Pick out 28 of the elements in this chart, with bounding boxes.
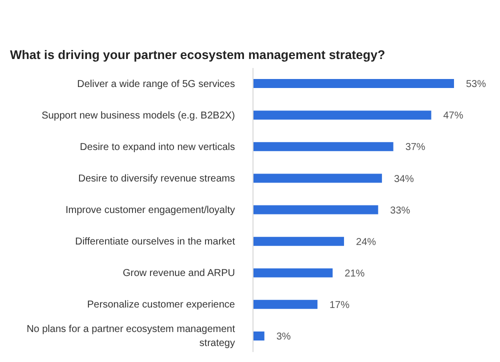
bar xyxy=(253,331,264,340)
data-label: 21% xyxy=(344,268,365,280)
y-tick-label: Personalize customer experience xyxy=(87,299,236,310)
bar xyxy=(253,205,378,214)
data-label: 34% xyxy=(394,174,414,185)
bar xyxy=(253,236,344,246)
data-label: 47% xyxy=(443,110,464,122)
data-label: 3% xyxy=(276,332,291,343)
y-tick-label: Differentiate ourselves in the market xyxy=(75,236,236,248)
y-tick-label: Deliver a wide range of 5G services xyxy=(77,78,235,90)
y-tick-label: Improve customer engagement/loyalty xyxy=(65,204,235,216)
bar xyxy=(253,79,454,88)
y-tick-label: Grow revenue and ARPU xyxy=(122,268,235,279)
y-tick-label: Support new business models (e.g. B2B2X) xyxy=(42,110,235,121)
data-label: 24% xyxy=(356,236,376,248)
bar xyxy=(253,174,382,183)
data-label: 53% xyxy=(466,79,486,90)
bar xyxy=(253,110,432,120)
y-tick-label: Desire to expand into new verticals xyxy=(80,142,235,153)
bar xyxy=(253,300,318,309)
chart-title: What is driving your partner ecosystem management strategy? xyxy=(9,47,386,64)
data-label: 37% xyxy=(405,142,426,154)
y-tick-label: Desire to diversify revenue streams xyxy=(78,173,235,184)
bar xyxy=(253,268,333,278)
bar xyxy=(253,142,394,152)
data-label: 17% xyxy=(329,300,350,311)
data-label: 33% xyxy=(390,205,410,216)
y-tick-label: No plans for a partner ecosystem management strategy xyxy=(26,324,236,349)
